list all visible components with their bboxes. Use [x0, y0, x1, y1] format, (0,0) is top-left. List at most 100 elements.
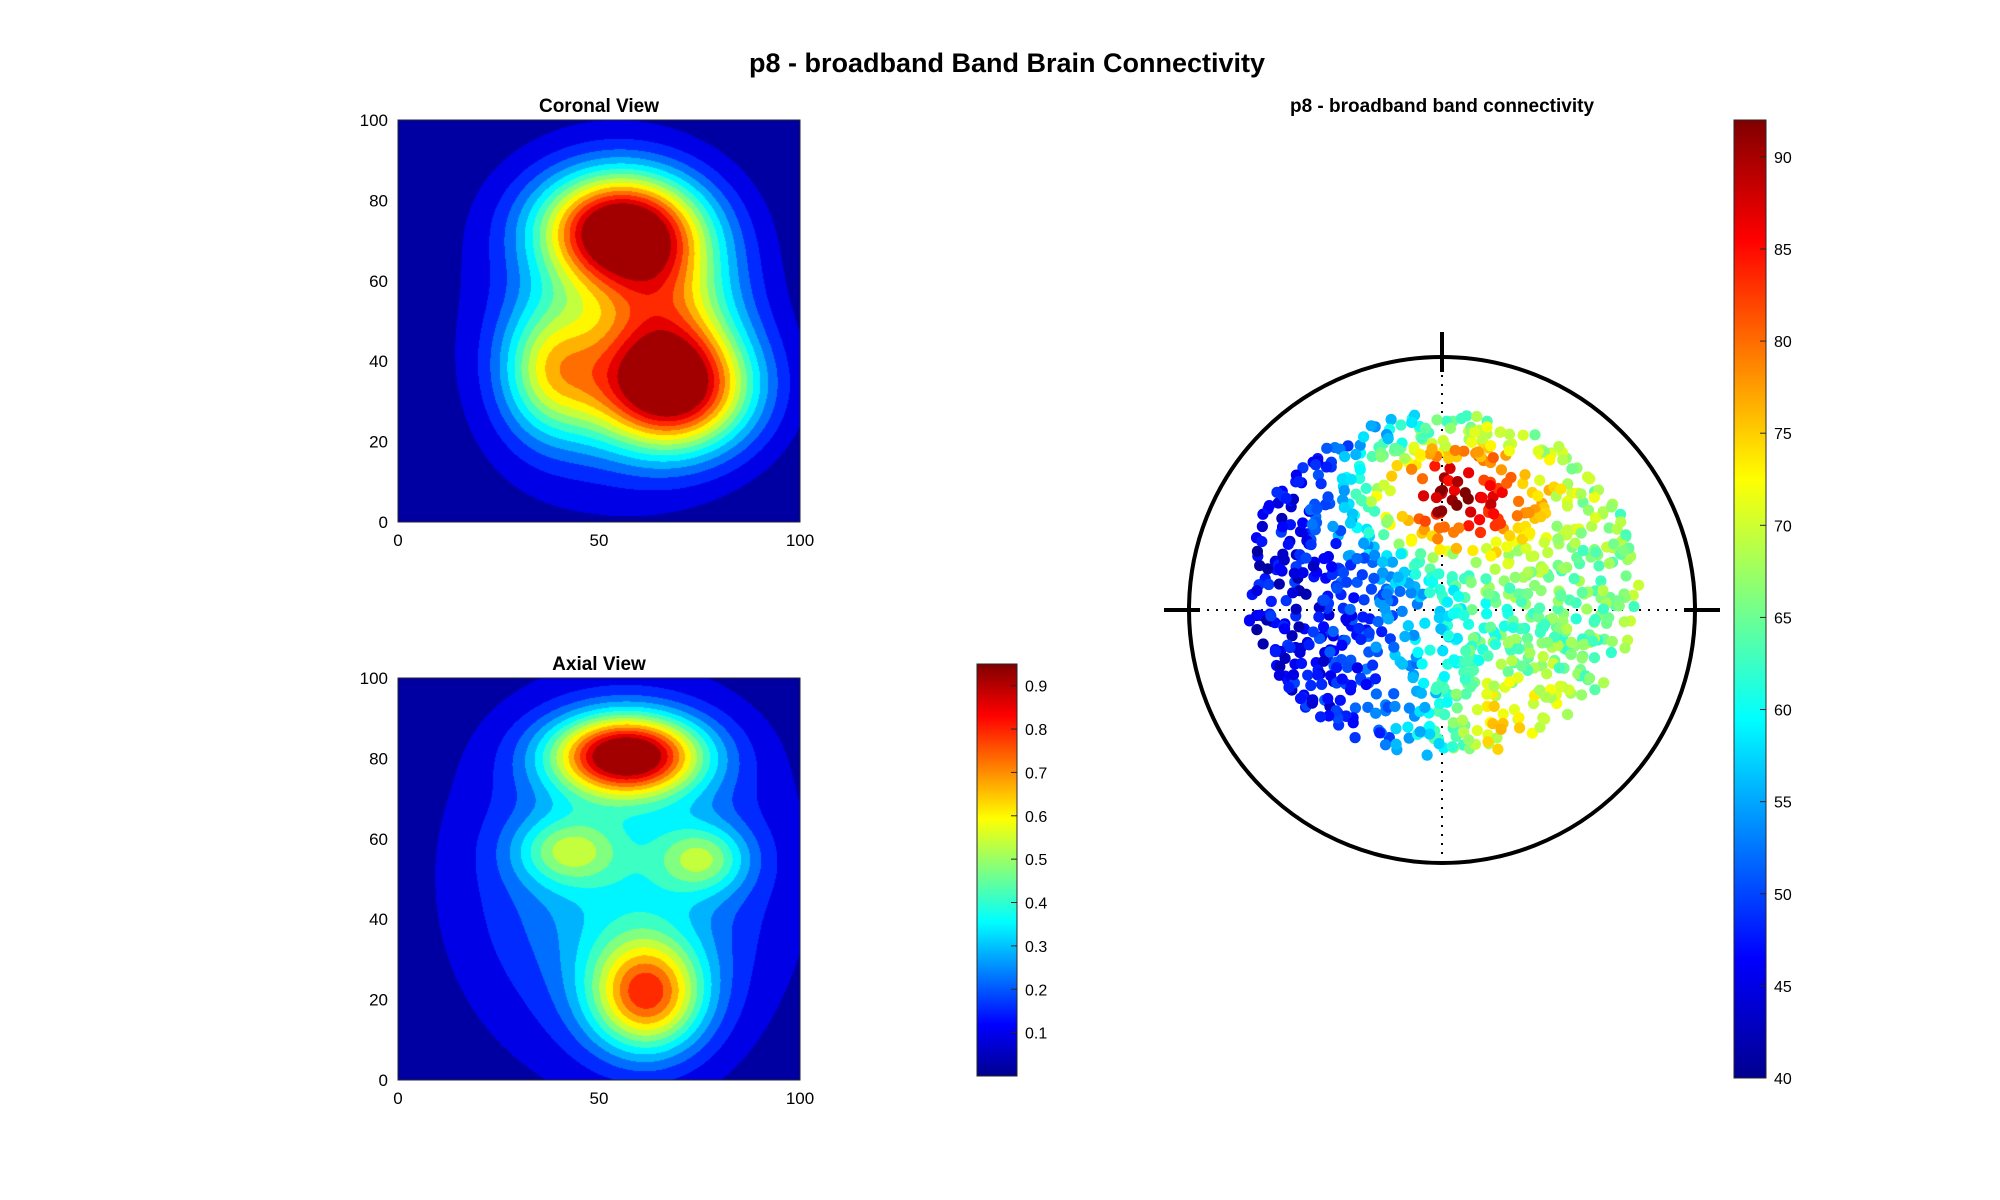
heatmap-colorbar-tick-label: 0.2: [1025, 982, 1047, 999]
topo-point: [1439, 440, 1451, 452]
axial-ticks: 0 50 100 0 20 40 60 80 100: [360, 669, 815, 1108]
topo-point: [1321, 442, 1333, 454]
topo-point: [1271, 486, 1283, 498]
topo-point: [1419, 422, 1432, 434]
topo-point: [1415, 687, 1427, 699]
topo-point: [1565, 636, 1577, 648]
topo-point: [1300, 552, 1312, 564]
topo-point: [1362, 701, 1374, 713]
topo-point: [1392, 571, 1404, 583]
topo-point: [1338, 501, 1350, 514]
topo-point: [1396, 605, 1408, 617]
topo-point: [1251, 545, 1264, 557]
topo-colorbar-bar: [1733, 119, 1767, 1079]
topo-point: [1349, 732, 1361, 744]
topo-point: [1337, 567, 1350, 579]
topo-point: [1412, 646, 1424, 659]
topo-point: [1396, 510, 1408, 523]
topo-point: [1463, 467, 1475, 479]
topo-point: [1542, 546, 1554, 559]
topo-point: [1466, 604, 1478, 616]
topo-point: [1369, 673, 1382, 685]
topo-colorbar-tick-label: 75: [1774, 426, 1792, 443]
topo-point: [1488, 680, 1500, 692]
topo-point: [1513, 588, 1525, 600]
topo-point: [1575, 527, 1587, 539]
topo-point: [1418, 524, 1430, 536]
topo-point: [1473, 654, 1485, 666]
topo-point: [1287, 587, 1299, 599]
topo-point: [1323, 710, 1335, 722]
topo-point: [1294, 692, 1307, 705]
axial-title: Axial View: [552, 654, 646, 675]
topo-point: [1251, 624, 1263, 636]
topo-point: [1346, 508, 1359, 520]
topo-point: [1297, 517, 1309, 529]
topo-point: [1512, 495, 1525, 507]
topo-point: [1379, 603, 1391, 615]
topo-point: [1297, 462, 1309, 474]
topo-point: [1608, 538, 1620, 550]
topo-point: [1307, 560, 1319, 572]
topo-point: [1313, 611, 1325, 623]
heatmap-colorbar-tick-label: 0.9: [1025, 679, 1047, 696]
topo-point: [1344, 517, 1357, 529]
topo-colorbar-tick-label: 90: [1774, 150, 1792, 167]
topo-point: [1338, 485, 1350, 497]
topo-point: [1418, 677, 1430, 689]
topo-point: [1570, 613, 1582, 625]
topo-point: [1310, 459, 1322, 471]
topo-point: [1353, 622, 1365, 635]
topo-point: [1509, 571, 1521, 583]
topo-colorbar-tick-label: 45: [1774, 979, 1792, 996]
topo-point: [1324, 646, 1336, 658]
topo-point: [1513, 643, 1525, 655]
topo-point: [1256, 520, 1268, 533]
topo-point: [1617, 544, 1630, 557]
topo-point: [1317, 621, 1330, 633]
topo-point: [1535, 584, 1547, 597]
topo-point: [1374, 727, 1386, 739]
topo-point: [1449, 444, 1461, 457]
topo-point: [1431, 414, 1443, 426]
topo-point: [1495, 723, 1507, 735]
topo-point: [1481, 608, 1493, 620]
topo-point: [1278, 623, 1291, 635]
topo-point: [1564, 594, 1576, 606]
topo-point: [1471, 724, 1483, 737]
topo-point: [1390, 738, 1402, 750]
topo-point: [1561, 708, 1574, 721]
topo-point: [1288, 567, 1300, 579]
topo-point: [1356, 569, 1368, 581]
axial-ytick-label: 40: [369, 910, 388, 929]
topo-point: [1471, 704, 1484, 716]
topo-point: [1551, 520, 1563, 532]
topo-point: [1379, 739, 1392, 751]
topo-point: [1315, 711, 1327, 723]
topo-point: [1375, 451, 1387, 463]
topo-point: [1501, 541, 1513, 553]
topo-point: [1446, 741, 1459, 753]
topo-point: [1537, 563, 1550, 575]
topo-point: [1492, 743, 1504, 755]
topo-point: [1424, 644, 1436, 656]
topo-point: [1593, 560, 1605, 572]
coronal-ytick-label: 60: [369, 272, 388, 291]
topo-point: [1421, 749, 1433, 761]
topo-point: [1334, 694, 1346, 706]
topo-point: [1348, 592, 1360, 604]
topo-point: [1405, 587, 1417, 599]
topo-point: [1448, 654, 1460, 666]
topo-point: [1410, 557, 1422, 570]
topo-point: [1557, 562, 1569, 575]
topo-point: [1365, 583, 1378, 595]
topo-point: [1577, 639, 1589, 651]
topo-point: [1504, 676, 1516, 688]
topo-point: [1576, 689, 1588, 701]
topo-point: [1403, 702, 1415, 714]
topo-point: [1437, 645, 1449, 657]
topo-point: [1416, 658, 1428, 670]
topo-point: [1543, 571, 1555, 583]
topo-point: [1619, 642, 1631, 654]
